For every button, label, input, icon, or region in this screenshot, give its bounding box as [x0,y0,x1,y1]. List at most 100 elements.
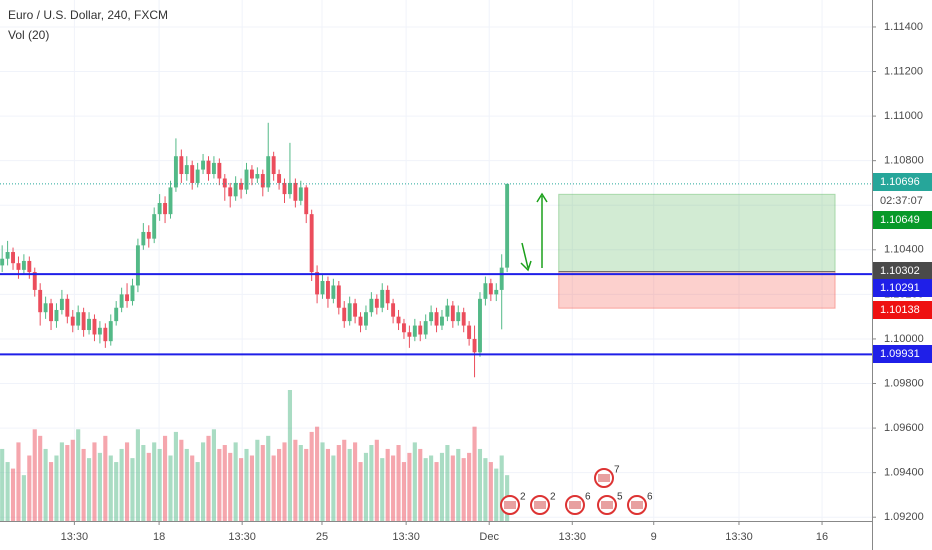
price-label-bg [873,301,932,319]
candle-body [271,156,276,175]
candle-body [342,307,347,322]
candle-body [282,182,287,195]
volume-bar [298,445,303,521]
volume-bar [271,455,276,521]
volume-bar [450,455,455,521]
volume-bar [201,442,206,521]
x-tick-label: 9 [651,531,657,543]
candle-body [81,312,86,331]
volume-bar [168,455,173,521]
y-tick-label: 1.10800 [884,155,924,167]
volume-bar [445,445,450,521]
volume-bar [358,462,363,521]
candle-body [429,312,434,322]
candle-body [217,162,222,179]
candle-body [418,325,423,335]
candle-body [347,303,352,322]
volume-bar [472,426,477,521]
event-count: 7 [614,465,620,476]
candle-body [54,309,59,322]
volume-bar [385,448,390,521]
candle-body [163,203,168,215]
price-label: 1.09931 [880,348,920,360]
candle-body [168,187,173,215]
volume-bar [336,445,341,521]
candle-body [92,318,97,335]
candle-body [505,183,510,268]
volume-bar [114,462,119,521]
candle-body [43,303,48,313]
price-label-bg [873,211,932,229]
event-count: 6 [585,492,591,503]
volume-bar [124,442,130,521]
y-tick-label: 1.09200 [884,511,924,523]
candle-body [184,165,189,175]
volume-bar [27,455,32,521]
candle-body [5,252,10,259]
volume-bar [179,439,184,521]
y-tick-label: 1.09600 [884,422,924,434]
event-flag [631,501,643,509]
volume-bar [423,458,428,521]
candle-body [87,318,92,331]
y-tick-label: 1.11000 [884,110,923,122]
candle-body [130,285,135,302]
candle-body [211,162,216,175]
volume-bar [407,452,412,521]
x-tick-label: 18 [153,531,165,543]
volume-bar [412,442,417,521]
candle-body [108,321,113,342]
volume-bar [97,452,102,521]
candle-body [27,260,32,273]
x-tick-label: 16 [816,531,828,543]
volume-bar [380,458,385,521]
arrow-up-head [536,192,548,203]
candle-body [173,156,178,188]
volume-bar [0,448,5,521]
candle-body [331,285,336,299]
volume-bar [255,439,260,521]
event-count: 2 [520,492,526,503]
volume-bar [135,429,140,521]
volume-bar [92,442,97,521]
candle-body [499,267,504,290]
candle-body [277,174,282,183]
candle-body [97,327,102,335]
candle-body [239,182,244,190]
symbol-title: Euro / U.S. Dollar, 240, FXCM [8,8,168,22]
candle-body [249,169,254,179]
candle-body [423,321,428,335]
volume-bar [467,452,472,521]
candle-body [293,182,298,201]
volume-bar [190,455,195,521]
volume-bar [309,431,314,521]
volume-bar [152,442,157,521]
loss-zone [558,271,836,309]
candle-body [16,263,21,270]
volume-bar [277,448,282,521]
x-tick-label: Dec [479,531,499,543]
candle-body [325,281,330,299]
candle-body [336,285,341,308]
event-count: 2 [550,492,556,503]
candle-body [304,187,309,215]
volume-bar [477,448,483,521]
volume-bar [396,445,401,521]
candle-body [402,323,406,333]
countdown: 02:37:07 [880,195,923,207]
volume-bar [282,442,287,521]
volume-bar [211,429,216,521]
price-label-bg [873,279,932,297]
candle-body [70,316,75,326]
volume-bar [173,431,178,521]
volume-bar [162,435,168,521]
volume-bar [325,448,331,521]
volume-bar [391,455,396,521]
candle-body [21,260,26,270]
volume-bar [304,448,309,521]
candle-body [260,174,265,188]
x-tick-label: 13:30 [61,531,89,543]
y-tick-label: 1.10000 [884,333,924,345]
candle-body [141,231,146,246]
